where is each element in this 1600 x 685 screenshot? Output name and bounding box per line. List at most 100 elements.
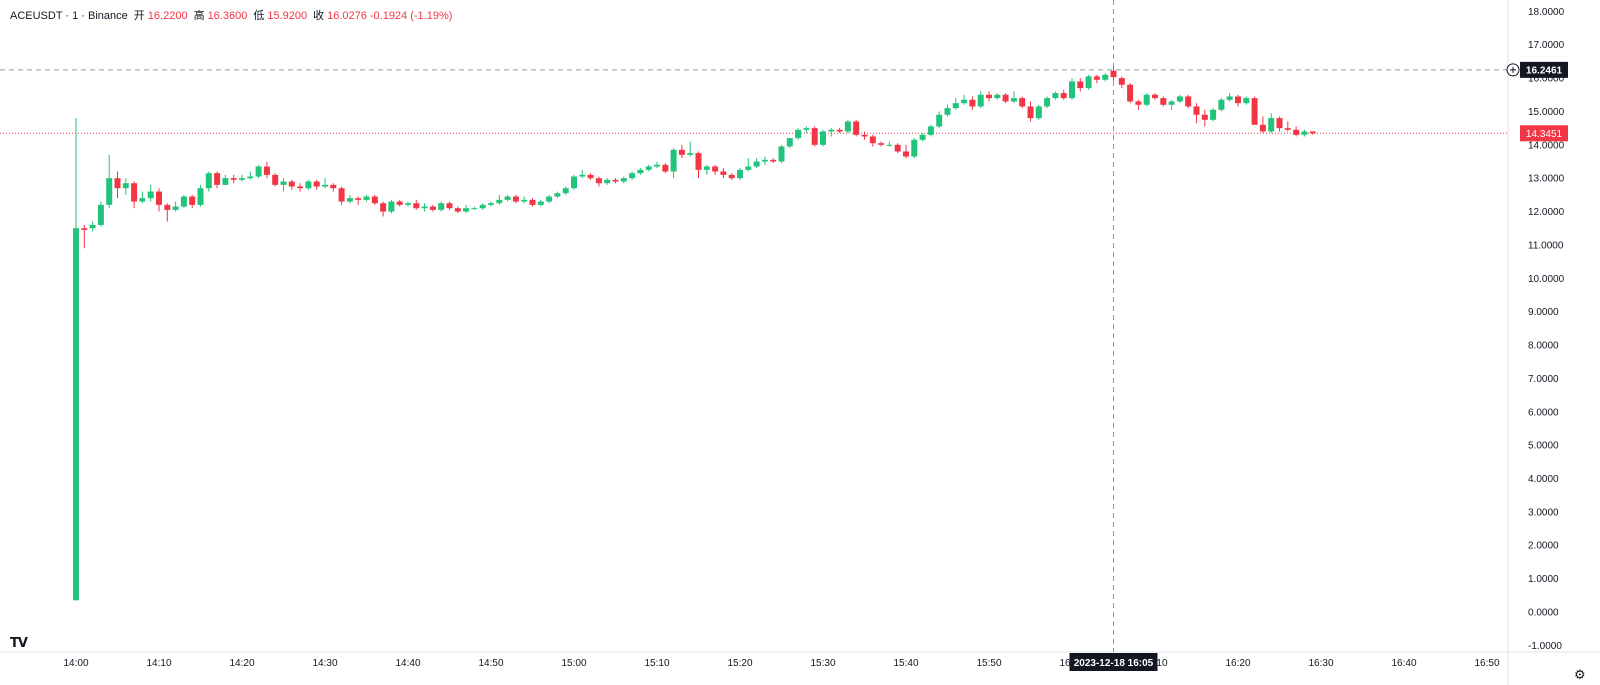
candle-body[interactable] bbox=[388, 201, 395, 212]
candle-body[interactable] bbox=[1268, 118, 1275, 132]
candle-body[interactable] bbox=[986, 94, 992, 99]
candle-body[interactable] bbox=[380, 203, 387, 212]
candle-body[interactable] bbox=[737, 169, 743, 179]
candle-body[interactable] bbox=[1077, 81, 1084, 89]
candle-body[interactable] bbox=[371, 196, 378, 204]
candle-body[interactable] bbox=[944, 108, 951, 115]
candle-body[interactable] bbox=[1276, 118, 1283, 129]
candle-body[interactable] bbox=[828, 129, 835, 132]
candle-body[interactable] bbox=[629, 173, 636, 179]
candle-body[interactable] bbox=[670, 149, 677, 172]
candle-body[interactable] bbox=[512, 196, 519, 202]
candle-body[interactable] bbox=[1127, 84, 1134, 102]
candle-body[interactable] bbox=[654, 164, 660, 167]
candle-body[interactable] bbox=[156, 191, 162, 205]
candle-body[interactable] bbox=[73, 228, 79, 601]
candle-body[interactable] bbox=[1309, 131, 1316, 134]
candle-body[interactable] bbox=[1093, 76, 1100, 80]
candle-body[interactable] bbox=[355, 198, 362, 200]
candle-body[interactable] bbox=[952, 103, 959, 109]
candle-body[interactable] bbox=[1085, 76, 1092, 89]
candle-body[interactable] bbox=[977, 94, 984, 107]
candle-body[interactable] bbox=[479, 204, 486, 209]
candle-body[interactable] bbox=[230, 178, 237, 180]
candle-body[interactable] bbox=[994, 94, 1001, 99]
candle-body[interactable] bbox=[537, 201, 544, 205]
candle-body[interactable] bbox=[1284, 128, 1291, 130]
candle-body[interactable] bbox=[164, 204, 171, 210]
candle-body[interactable] bbox=[720, 171, 727, 175]
candle-body[interactable] bbox=[521, 199, 528, 202]
candle-body[interactable] bbox=[761, 159, 768, 162]
candle-body[interactable] bbox=[363, 196, 370, 200]
candle-body[interactable] bbox=[189, 196, 196, 205]
candle-body[interactable] bbox=[454, 208, 461, 212]
candle-body[interactable] bbox=[961, 99, 968, 104]
candle-body[interactable] bbox=[645, 166, 652, 170]
candle-body[interactable] bbox=[562, 188, 569, 194]
candle-body[interactable] bbox=[811, 128, 818, 145]
candle-body[interactable] bbox=[911, 139, 918, 157]
candle-body[interactable] bbox=[1251, 98, 1258, 125]
candle-body[interactable] bbox=[612, 179, 619, 182]
symbol-label[interactable]: ACEUSDT · 1 · Binance bbox=[10, 10, 128, 22]
candle-body[interactable] bbox=[745, 166, 752, 170]
candle-body[interactable] bbox=[687, 153, 694, 155]
candle-body[interactable] bbox=[1069, 81, 1075, 99]
candle-body[interactable] bbox=[313, 181, 320, 187]
candle-body[interactable] bbox=[471, 208, 478, 210]
candle-body[interactable] bbox=[1118, 78, 1125, 85]
candle-body[interactable] bbox=[753, 161, 760, 167]
candle-body[interactable] bbox=[1218, 99, 1225, 110]
candle-body[interactable] bbox=[172, 206, 179, 210]
candle-body[interactable] bbox=[247, 176, 254, 179]
candle-body[interactable] bbox=[1160, 98, 1167, 105]
candle-body[interactable] bbox=[778, 146, 785, 162]
candle-body[interactable] bbox=[1110, 70, 1117, 78]
candle-body[interactable] bbox=[346, 198, 353, 202]
candle-body[interactable] bbox=[280, 181, 287, 185]
candle-body[interactable] bbox=[122, 183, 129, 189]
candle-body[interactable] bbox=[1102, 74, 1109, 80]
candle-body[interactable] bbox=[927, 126, 934, 135]
candle-body[interactable] bbox=[1168, 101, 1175, 105]
candle-body[interactable] bbox=[288, 181, 295, 187]
tradingview-logo-icon[interactable]: TV bbox=[10, 636, 28, 651]
candle-body[interactable] bbox=[620, 178, 627, 182]
candle-body[interactable] bbox=[504, 196, 511, 200]
candle-body[interactable] bbox=[579, 174, 586, 177]
candle-body[interactable] bbox=[554, 193, 561, 197]
gear-icon[interactable]: ⚙ bbox=[1574, 668, 1586, 683]
candle-body[interactable] bbox=[637, 169, 644, 174]
candle-body[interactable] bbox=[1143, 94, 1150, 105]
candle-body[interactable] bbox=[438, 203, 445, 210]
candle-body[interactable] bbox=[969, 99, 976, 107]
candle-body[interactable] bbox=[396, 201, 403, 205]
candle-body[interactable] bbox=[446, 203, 453, 209]
candle-body[interactable] bbox=[97, 204, 104, 225]
candle-body[interactable] bbox=[853, 121, 860, 135]
candle-body[interactable] bbox=[1135, 101, 1142, 105]
candle-body[interactable] bbox=[131, 183, 138, 202]
candle-body[interactable] bbox=[297, 186, 304, 189]
candle-body[interactable] bbox=[903, 151, 909, 157]
candle-body[interactable] bbox=[180, 196, 187, 207]
candle-body[interactable] bbox=[322, 184, 328, 187]
candle-body[interactable] bbox=[305, 181, 312, 189]
candle-body[interactable] bbox=[205, 173, 212, 189]
candle-body[interactable] bbox=[89, 224, 96, 229]
candle-body[interactable] bbox=[1243, 98, 1250, 104]
candle-body[interactable] bbox=[886, 144, 893, 146]
candle-body[interactable] bbox=[678, 149, 685, 155]
candle-body[interactable] bbox=[728, 174, 735, 179]
candle-body[interactable] bbox=[1201, 114, 1208, 120]
candle-body[interactable] bbox=[1019, 98, 1026, 107]
candle-body[interactable] bbox=[1259, 124, 1266, 132]
candle-body[interactable] bbox=[662, 164, 669, 172]
candle-body[interactable] bbox=[338, 188, 345, 202]
candle-body[interactable] bbox=[1210, 109, 1217, 120]
candle-body[interactable] bbox=[795, 129, 802, 139]
candle-body[interactable] bbox=[770, 159, 777, 162]
